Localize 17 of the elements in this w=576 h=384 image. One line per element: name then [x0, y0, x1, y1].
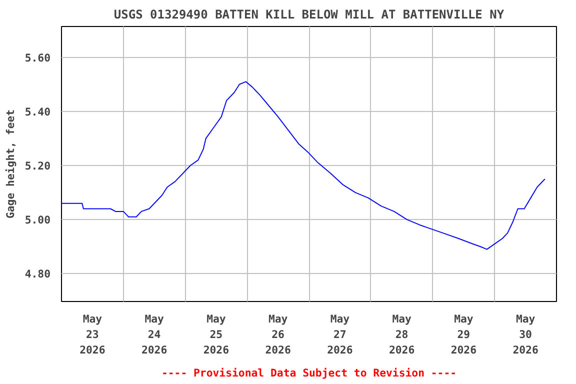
x-tick-label: May 23 2026 [80, 312, 106, 357]
x-tick-label: May 29 2026 [450, 312, 477, 357]
y-tick-label: 4.80 [24, 268, 51, 281]
y-tick-label: 5.00 [24, 214, 51, 227]
x-tick-label: May 25 2026 [203, 312, 230, 357]
chart-title: USGS 01329490 BATTEN KILL BELOW MILL AT BATTENVILLE NY [114, 8, 505, 22]
y-tick-label: 5.60 [24, 51, 51, 64]
line-series [62, 81, 546, 250]
x-tick-label: May 26 2026 [265, 312, 291, 357]
y-tick-label: 5.20 [24, 159, 51, 172]
x-tick-label: May 28 2026 [388, 312, 415, 357]
x-tick-label: May 27 2026 [327, 312, 353, 357]
x-tick-label: May 30 2026 [512, 312, 538, 357]
x-tick-label: May 24 2026 [141, 312, 168, 357]
y-axis-title: Gage height, feet [4, 109, 17, 219]
y-tick-label: 5.40 [24, 105, 51, 118]
text: ---- Provisional Data Subject to Revision ---- [161, 366, 457, 380]
